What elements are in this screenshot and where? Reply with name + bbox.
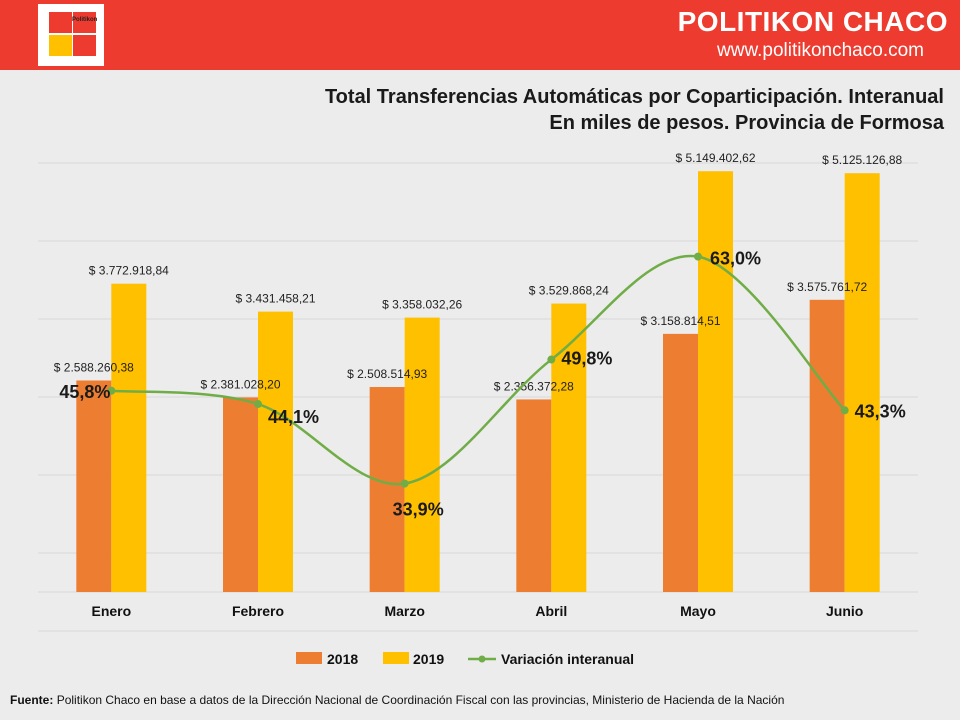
variation-label: 45,8% [59, 382, 110, 402]
footer-label: Fuente: [10, 693, 54, 707]
bar-2019 [698, 171, 733, 592]
variation-point [254, 400, 262, 409]
x-tick-label: Enero [91, 603, 131, 619]
logo-square-red [73, 12, 96, 33]
data-label-2019: $ 3.772.918,84 [89, 264, 169, 278]
chart-title: Total Transferencias Automáticas por Cop… [325, 84, 944, 136]
logo-square-yellow [49, 35, 72, 56]
brand-name: POLITIKON CHACO [677, 6, 948, 37]
variation-label: 63,0% [710, 249, 761, 269]
data-label-2019: $ 5.125.126,88 [822, 153, 902, 167]
logo-square-red [73, 35, 96, 56]
data-label-2018: $ 2.356.372,28 [494, 379, 574, 393]
variation-label: 43,3% [855, 401, 906, 421]
legend-label-variation: Variación interanual [501, 651, 634, 667]
x-tick-label: Febrero [232, 603, 284, 619]
x-tick-label: Junio [826, 603, 863, 619]
x-tick-label: Abril [535, 603, 567, 619]
data-label-2019: $ 5.149.402,62 [675, 151, 755, 165]
bar-2018 [76, 380, 112, 592]
legend-marker-variation [478, 655, 486, 663]
logo-text: Politikon [72, 17, 98, 23]
legend-swatch-2019 [383, 652, 409, 664]
x-tick-label: Marzo [384, 603, 424, 619]
bar-2019 [111, 283, 147, 592]
variation-point [547, 355, 556, 364]
footer-text: Politikon Chaco en base a datos de la Di… [56, 693, 785, 707]
bar-2018 [369, 387, 405, 592]
data-label-2018: $ 2.381.028,20 [200, 377, 280, 391]
bar-2019 [551, 303, 587, 592]
data-label-2018: $ 2.508.514,93 [347, 367, 427, 381]
bar-2018 [516, 399, 552, 592]
legend-label-2019: 2019 [413, 651, 444, 667]
data-label-2019: $ 3.431.458,21 [235, 292, 315, 306]
data-label-2019: $ 3.358.032,26 [382, 298, 462, 312]
variation-point [840, 406, 849, 415]
variation-label: 44,1% [268, 407, 319, 427]
bar-2018 [663, 333, 698, 592]
footer-source: Fuente: Politikon Chaco en base a datos … [10, 693, 784, 707]
legend-label-2018: 2018 [327, 651, 358, 667]
variation-point [694, 252, 702, 261]
plot-background [38, 158, 918, 633]
bar-2018 [223, 397, 258, 592]
data-label-2018: $ 2.588.260,38 [54, 361, 134, 375]
bar-2019 [844, 173, 880, 592]
bar-2018 [809, 299, 845, 592]
variation-point [400, 479, 409, 488]
chart-title-line2: En miles de pesos. Provincia de Formosa [549, 112, 944, 134]
logo-square-red [49, 12, 72, 33]
legend-swatch-2018 [296, 652, 322, 664]
data-label-2018: $ 3.158.814,51 [640, 314, 720, 328]
brand-url: www.politikonchaco.com [717, 40, 924, 61]
variation-point [107, 386, 116, 395]
variation-label: 49,8% [561, 349, 612, 369]
header-banner: Politikon POLITIKON CHACO www.politikonc… [0, 0, 960, 70]
logo: Politikon [38, 4, 104, 66]
data-label-2019: $ 3.529.868,24 [529, 284, 609, 298]
bar-2019 [258, 311, 293, 592]
chart-title-line1: Total Transferencias Automáticas por Cop… [324, 86, 944, 108]
data-label-2018: $ 3.575.761,72 [787, 280, 867, 294]
bar-2019 [404, 317, 440, 592]
variation-label: 33,9% [393, 500, 444, 520]
x-tick-label: Mayo [680, 603, 716, 619]
